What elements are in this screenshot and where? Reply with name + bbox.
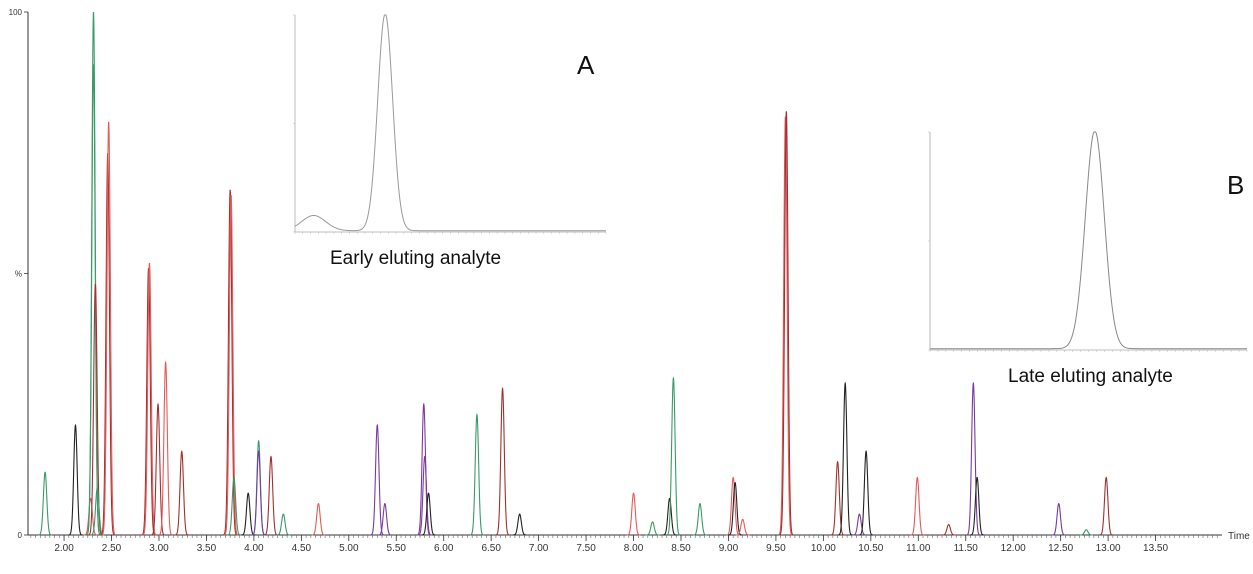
x-tick-label: 6.50 <box>481 543 501 554</box>
chromatogram-peak <box>779 111 794 536</box>
y-tick-label: % <box>15 270 22 279</box>
chromatogram-peak <box>224 194 239 536</box>
inset-trace <box>930 131 1247 350</box>
x-tick-label: 3.50 <box>197 543 217 554</box>
inset-b-label: B <box>1227 170 1245 200</box>
x-tick-label: 9.50 <box>766 543 786 554</box>
x-tick-label: 7.00 <box>529 543 549 554</box>
chromatogram-peak <box>68 423 83 536</box>
x-tick-label: 4.00 <box>244 543 264 554</box>
inset-b-caption: Late eluting analyte <box>1008 366 1173 387</box>
chromatogram-peak <box>276 513 291 536</box>
inset-a-label: A <box>577 50 595 80</box>
chromatogram-peak <box>86 64 101 536</box>
chromatogram-peak <box>470 413 484 536</box>
chromatogram-peak <box>141 268 156 536</box>
x-tick-label: 3.00 <box>149 543 169 554</box>
chromatogram-peak <box>626 492 641 536</box>
chromatogram-peak <box>1099 476 1114 536</box>
x-tick-label: 12.50 <box>1048 543 1073 554</box>
x-tick-label: 2.50 <box>102 543 122 554</box>
chromatogram-peak <box>1079 529 1094 536</box>
chromatogram-peak <box>662 497 677 536</box>
x-tick-label: 4.50 <box>292 543 312 554</box>
x-tick-label: 5.50 <box>387 543 407 554</box>
chromatogram-peak <box>666 376 681 536</box>
chromatogram-peak <box>251 450 266 536</box>
chromatogram-peak <box>693 502 707 536</box>
chromatogram-peak <box>910 476 925 536</box>
y-tick-label: 100 <box>9 8 23 17</box>
chromatogram-peak <box>223 189 238 536</box>
inset-a-caption: Early eluting analyte <box>330 248 502 269</box>
chromatogram-peak <box>174 450 189 536</box>
chromatogram-peak <box>852 513 867 536</box>
chromatogram-peak <box>151 402 165 536</box>
chromatogram-peak <box>941 523 956 536</box>
chromatogram-peak <box>83 497 98 536</box>
chromatogram-peak <box>645 521 660 536</box>
chromatogram-peak <box>859 450 873 536</box>
chromatogram-peak <box>264 455 278 536</box>
y-tick-label: 0 <box>18 531 23 540</box>
chromatogram-peak <box>838 381 853 536</box>
chromatogram-peak <box>512 513 527 536</box>
x-tick-label: 11.00 <box>906 543 931 554</box>
chromatogram-peak <box>241 492 256 536</box>
chromatogram-peak <box>726 476 741 536</box>
chromatogram-peak <box>227 476 241 536</box>
chromatogram-peak <box>970 476 985 536</box>
x-tick-label: 13.00 <box>1096 543 1121 554</box>
x-tick-label: 8.00 <box>624 543 644 554</box>
chromatogram-peak <box>311 502 326 536</box>
main-axes: 2.00 2.50 3.00 3.50 4.00 4.50 5.00 5.50 6.00 6.50… <box>9 8 1222 554</box>
x-tick-label: 8.50 <box>671 543 691 554</box>
inset-trace <box>294 14 606 232</box>
chromatogram-peak <box>830 460 845 536</box>
chromatogram-peak <box>370 423 385 536</box>
chromatogram-peak <box>417 455 432 536</box>
x-tick-label: 10.50 <box>858 543 883 554</box>
chromatogram-peak <box>735 518 750 536</box>
chromatogram-peak <box>88 283 103 536</box>
main-peaks <box>38 11 1114 536</box>
x-tick-label: 11.50 <box>954 543 979 554</box>
x-tick-label: 6.00 <box>434 543 454 554</box>
x-axis-label: Time <box>1228 531 1250 542</box>
chromatogram-peak <box>966 381 981 536</box>
x-tick-label: 12.00 <box>1001 543 1026 554</box>
chromatogram-peak <box>101 121 116 536</box>
chromatogram-peak <box>728 481 742 536</box>
inset-b-chart <box>928 131 1248 352</box>
inset-a-chart <box>293 14 607 234</box>
x-tick-label: 13.50 <box>1143 543 1168 554</box>
chromatogram-peak <box>1051 502 1066 536</box>
chromatogram-peak <box>421 492 436 536</box>
x-tick-label: 10.00 <box>811 543 836 554</box>
chromatogram-peak <box>158 360 173 536</box>
chromatogram-peak <box>778 116 793 536</box>
x-tick-label: 2.00 <box>54 543 74 554</box>
x-tick-label: 7.50 <box>576 543 596 554</box>
x-tick-label: 5.00 <box>339 543 359 554</box>
chromatogram-peak <box>38 471 52 536</box>
chromatogram-peak <box>416 402 431 536</box>
x-tick-label: 9.00 <box>719 543 739 554</box>
chromatogram-peak <box>495 386 510 536</box>
chromatogram-peak <box>378 502 392 536</box>
